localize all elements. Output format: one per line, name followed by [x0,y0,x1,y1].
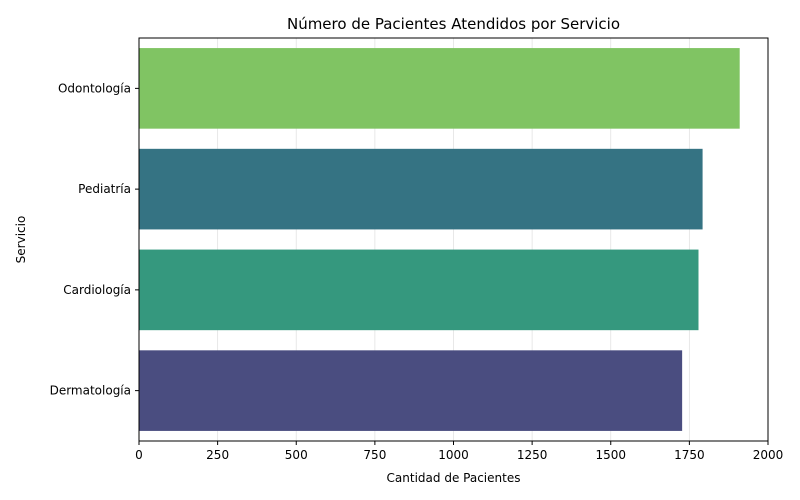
x-tick-label: 750 [363,448,386,462]
x-axis-label: Cantidad de Pacientes [387,471,521,485]
y-tick-label: Odontología [58,81,131,95]
x-tick-label: 2000 [753,448,784,462]
x-tick-label: 1500 [595,448,626,462]
x-tick-label: 500 [285,448,308,462]
y-axis-label: Servicio [14,216,28,264]
x-tick-label: 1250 [517,448,548,462]
x-tick-label: 250 [206,448,229,462]
bar-cardiologia [139,249,699,331]
y-axis-ticks: Odontología Pediatría Cardiología Dermatolo… [50,81,139,398]
x-axis-ticks: 0 250 500 750 1000 1250 1500 1750 2000 [135,441,783,462]
x-tick-label: 1000 [438,448,469,462]
y-tick-label: Pediatría [78,182,131,196]
bars [139,48,740,431]
bar-dermatologia [139,350,683,431]
y-tick-label: Cardiología [63,283,131,297]
x-tick-label: 1750 [674,448,705,462]
bar-odontologia [139,48,740,129]
chart-title: Número de Pacientes Atendidos por Servic… [287,15,620,33]
bar-pediatria [139,148,703,230]
y-tick-label: Dermatología [50,384,131,398]
x-tick-label: 0 [135,448,143,462]
